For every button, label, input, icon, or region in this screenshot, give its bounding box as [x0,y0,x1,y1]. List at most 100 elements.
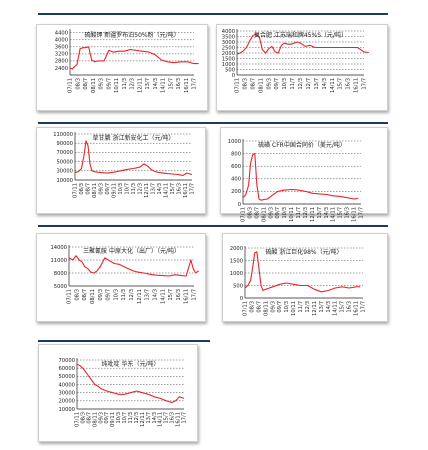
chart-title: 复合肥 江苏瑞和牌45%S（元/吨） [254,31,347,39]
x-tick-label: 14/11 [158,412,164,427]
x-tick-label: 12/11 [310,207,316,222]
x-tick-label: 11/3 [131,183,137,195]
x-tick-label: 08/11 [90,289,96,304]
rule-row4 [38,340,210,342]
x-tick-label: 14/3 [153,78,159,90]
x-tick-label: 14/11 [333,301,339,316]
y-tick-label: 4400 [55,31,68,37]
x-tick-label: 16/3 [345,207,351,219]
x-tick-label: 09/7 [106,78,112,90]
x-tick-label: 14/11 [331,207,337,222]
x-tick-label: 08/7 [82,289,88,301]
chart-title: 硫磺 CFR中国合同价（美元/吨） [258,141,346,149]
chart-panel-melamine: 5000 8000 11000 14000 07/11 08/3 08/7 08/11 09/3… [36,233,206,322]
chart-panel-potassium-sulfate: 2400 2800 3200 3600 4000 4400 07/11 08/3 08/7 08/… [36,24,208,111]
y-tick-label: 70000 [58,358,75,364]
chart-panel-pyridine: 10000 20000 30000 40000 50000 60000 70000 07/11… [38,344,198,442]
x-tick-label: 12/11 [137,78,143,93]
y-tick-label: 3000 [222,40,235,46]
x-tick-label: 13/7 [317,207,323,219]
x-tick-label: 07/11 [75,412,81,427]
x-tick-label: 08/7 [254,207,260,219]
chart-title: 纯吡啶 华东（元/吨） [102,360,160,368]
x-tick-label: 10/3 [116,412,122,424]
x-tick-label: 16/3 [176,78,182,90]
series-line [76,363,185,404]
x-tick-label: 08/7 [86,183,92,195]
x-tick-label: 09/7 [274,78,280,90]
x-tick-label: 17/7 [190,183,196,195]
y-tick-label: 90000 [56,141,73,147]
chart-melamine: 5000 8000 11000 14000 07/11 08/3 08/7 08/11 09/3… [50,245,200,304]
x-tick-label: 07/11 [241,207,247,222]
chart-panel-glyphosate: 10000 30000 50000 70000 90000 110000 07/11 08/3… [36,127,206,214]
x-tick-label: 14/3 [324,207,330,219]
chart-title: 草甘膦 浙江新安化工（元/吨） [93,134,175,142]
x-tick-label: 09/3 [99,183,105,195]
x-tick-label: 14/3 [157,183,163,195]
chart-sulfur: 0 200 400 600 800 1000 07/11 08/3 08/7 08/11 09/3 0… [228,139,365,222]
chart-sulfuric-acid: 0 500 1000 1500 2000 07/11 08/3 08/7 08/11 09/3 09… [230,246,367,316]
series-line [244,251,361,293]
y-tick-label: 1000 [222,62,235,68]
y-tick-label: 3600 [55,45,68,51]
y-tick-label: 500 [225,67,235,73]
x-tick-label: 08/7 [83,78,89,90]
x-tick-label: 16/11 [184,289,190,304]
x-tick-label: 11/3 [128,412,134,424]
x-tick-label: 16/11 [176,412,182,427]
y-tick-label: 70000 [56,150,73,156]
x-tick-label: 08/3 [247,207,253,219]
x-tick-label: 12/3 [138,183,144,195]
x-tick-label: 07/11 [243,301,249,316]
y-tick-label: 1500 [230,258,243,264]
x-tick-label: 08/3 [80,412,86,424]
y-tick-label: 11000 [50,258,67,264]
x-tick-label: 09/7 [106,289,112,301]
y-tick-label: 200 [231,189,241,195]
x-tick-label: 10/3 [113,289,119,301]
y-tick-label: 40000 [58,382,75,388]
x-tick-label: 12/11 [144,183,150,198]
x-tick-label: 13/7 [151,183,157,195]
x-tick-label: 08/11 [92,412,98,427]
x-tick-label: 08/7 [86,412,92,424]
x-tick-label: 16/3 [347,301,353,313]
x-tick-label: 08/7 [250,78,256,90]
x-tick-label: 07/11 [68,78,74,93]
y-tick-label: 50000 [56,159,73,165]
x-tick-label: 14/3 [326,301,332,313]
x-tick-label: 09/11 [112,183,118,198]
y-tick-label: 0 [232,73,235,79]
x-tick-label: 11/7 [296,207,302,219]
y-tick-label: 2500 [222,45,235,51]
x-tick-label: 16/11 [183,183,189,198]
x-tick-label: 15/7 [168,289,174,301]
x-tick-label: 07/11 [73,183,79,198]
x-tick-label: 09/3 [98,412,104,424]
x-tick-label: 17/7 [362,78,368,90]
x-tick-label: 09/7 [105,183,111,195]
x-tick-label: 08/11 [261,207,267,222]
x-tick-label: 09/3 [270,301,276,313]
x-tick-label: 10/11 [291,301,297,316]
y-tick-label: 2000 [230,246,243,252]
x-tick-label: 15/7 [338,207,344,219]
x-tick-label: 08/11 [91,78,97,93]
x-tick-label: 10/3 [282,207,288,219]
x-tick-label: 13/7 [145,78,151,90]
x-tick-label: 09/3 [99,78,105,90]
x-tick-label: 15/7 [340,301,346,313]
x-tick-label: 12/3 [130,78,136,90]
x-tick-label: 10/7 [125,183,131,195]
x-tick-label: 16/3 [177,183,183,195]
x-tick-label: 13/7 [146,412,152,424]
x-tick-label: 14/11 [160,289,166,304]
y-tick-label: 1500 [222,56,235,62]
chart-panel-sulfuric-acid: 0 500 1000 1500 2000 07/11 08/3 08/7 08/11 09/3 09… [222,233,388,322]
y-tick-label: 60000 [58,366,75,372]
y-tick-label: 2400 [55,66,68,72]
y-tick-label: 30000 [56,169,73,175]
x-tick-label: 09/3 [266,78,272,90]
